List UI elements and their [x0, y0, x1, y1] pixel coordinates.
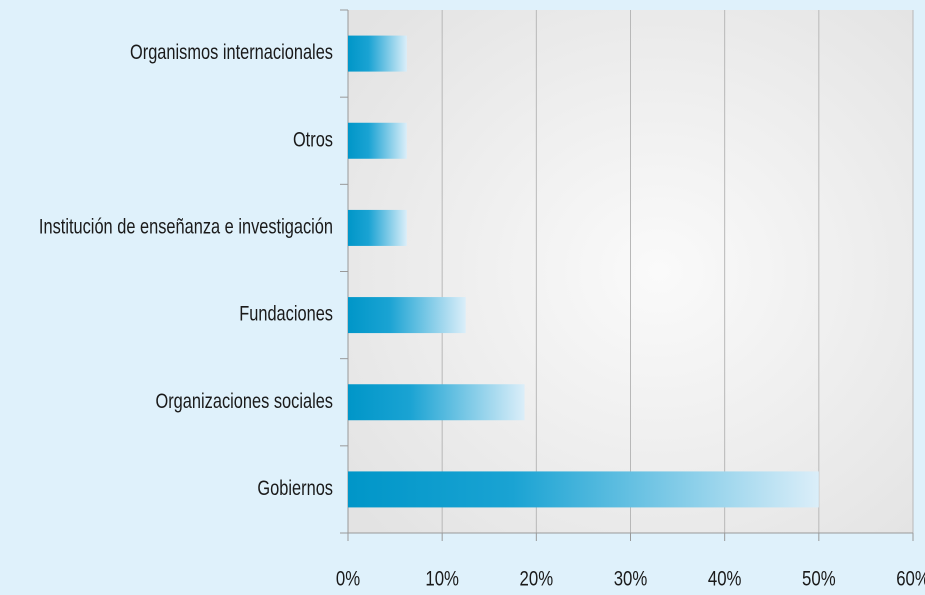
bar	[348, 122, 407, 159]
x-tick-label: 60%	[896, 568, 925, 591]
y-tick-label: Organizaciones sociales	[155, 389, 333, 412]
x-tick-label: 30%	[614, 568, 648, 591]
y-tick-label: Organismos internacionales	[130, 40, 333, 63]
y-tick-label: Otros	[293, 127, 333, 150]
x-tick-label: 20%	[520, 568, 554, 591]
bar	[348, 384, 525, 421]
bar	[348, 297, 466, 334]
y-tick-label: Institución de enseñanza e investigación	[39, 215, 333, 238]
x-tick-label: 0%	[336, 568, 360, 591]
bar	[348, 471, 819, 508]
x-tick-label: 10%	[425, 568, 459, 591]
y-tick-label: Fundaciones	[239, 302, 333, 325]
bar	[348, 35, 407, 72]
y-tick-label: Gobiernos	[257, 476, 333, 499]
bar	[348, 209, 407, 246]
x-tick-label: 40%	[708, 568, 742, 591]
x-tick-label: 50%	[802, 568, 836, 591]
